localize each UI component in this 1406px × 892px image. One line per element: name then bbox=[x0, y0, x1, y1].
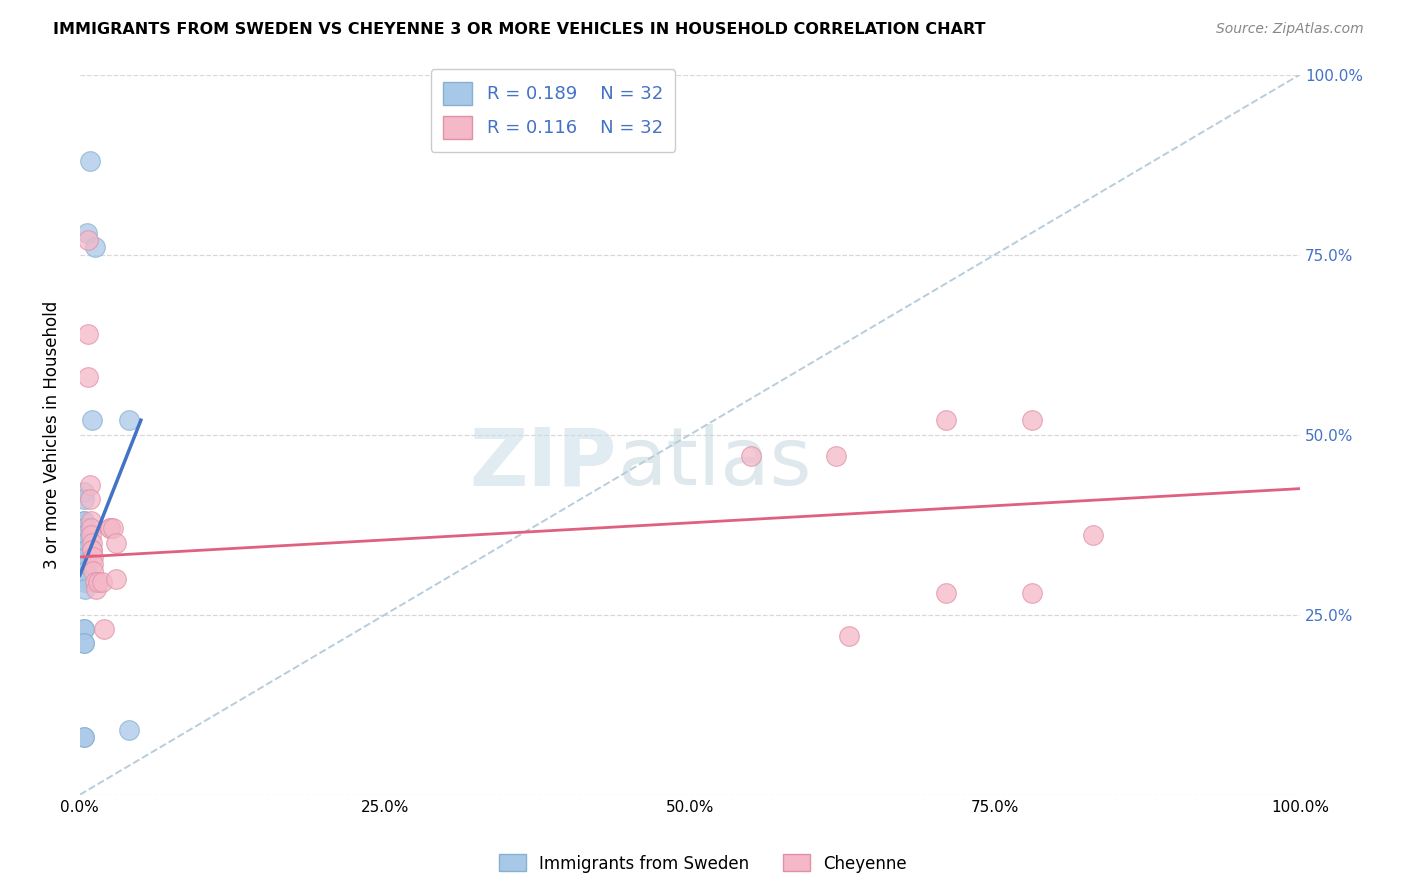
Point bbox=[75, 549, 97, 564]
Point bbox=[80, 535, 103, 549]
Point bbox=[79, 478, 101, 492]
Point bbox=[73, 528, 96, 542]
Legend: R = 0.189    N = 32, R = 0.116    N = 32: R = 0.189 N = 32, R = 0.116 N = 32 bbox=[430, 70, 675, 152]
Point bbox=[77, 370, 100, 384]
Point bbox=[80, 528, 103, 542]
Point bbox=[90, 575, 112, 590]
Point bbox=[72, 636, 94, 650]
Point bbox=[118, 413, 141, 427]
Point bbox=[73, 528, 96, 542]
Point bbox=[935, 586, 957, 600]
Point bbox=[73, 535, 96, 549]
Point bbox=[105, 572, 128, 586]
Point bbox=[935, 413, 957, 427]
Point bbox=[101, 521, 124, 535]
Point bbox=[72, 485, 94, 500]
Point bbox=[72, 636, 94, 650]
Point bbox=[105, 535, 128, 549]
Text: ZIP: ZIP bbox=[470, 425, 617, 502]
Point bbox=[72, 622, 94, 636]
Point bbox=[825, 449, 848, 463]
Point bbox=[82, 565, 104, 579]
Point bbox=[72, 514, 94, 528]
Point bbox=[73, 521, 96, 535]
Point bbox=[100, 521, 122, 535]
Point bbox=[740, 449, 762, 463]
Text: IMMIGRANTS FROM SWEDEN VS CHEYENNE 3 OR MORE VEHICLES IN HOUSEHOLD CORRELATION C: IMMIGRANTS FROM SWEDEN VS CHEYENNE 3 OR … bbox=[53, 22, 986, 37]
Point bbox=[80, 413, 103, 427]
Text: Source: ZipAtlas.com: Source: ZipAtlas.com bbox=[1216, 22, 1364, 37]
Point bbox=[77, 326, 100, 341]
Point bbox=[83, 575, 105, 590]
Point bbox=[87, 575, 110, 590]
Point bbox=[77, 233, 100, 247]
Point bbox=[1021, 413, 1043, 427]
Point bbox=[72, 730, 94, 744]
Point bbox=[82, 549, 104, 564]
Point bbox=[83, 240, 105, 254]
Point bbox=[75, 542, 97, 557]
Y-axis label: 3 or more Vehicles in Household: 3 or more Vehicles in Household bbox=[44, 301, 60, 569]
Point bbox=[76, 226, 98, 240]
Point bbox=[75, 565, 97, 579]
Point bbox=[84, 582, 107, 597]
Point bbox=[72, 514, 94, 528]
Point bbox=[75, 572, 97, 586]
Point bbox=[80, 514, 103, 528]
Point bbox=[72, 521, 94, 535]
Point bbox=[73, 582, 96, 597]
Point bbox=[82, 558, 104, 572]
Point bbox=[80, 521, 103, 535]
Point bbox=[80, 542, 103, 557]
Point bbox=[72, 622, 94, 636]
Legend: Immigrants from Sweden, Cheyenne: Immigrants from Sweden, Cheyenne bbox=[492, 847, 914, 880]
Point bbox=[80, 542, 103, 557]
Point bbox=[93, 622, 115, 636]
Point bbox=[79, 153, 101, 168]
Point bbox=[838, 629, 860, 643]
Point bbox=[72, 730, 94, 744]
Point bbox=[118, 723, 141, 737]
Point bbox=[73, 535, 96, 549]
Point bbox=[72, 492, 94, 507]
Point bbox=[75, 558, 97, 572]
Text: atlas: atlas bbox=[617, 425, 811, 502]
Point bbox=[75, 565, 97, 579]
Point bbox=[1081, 528, 1104, 542]
Point bbox=[73, 575, 96, 590]
Point bbox=[79, 492, 101, 507]
Point bbox=[75, 542, 97, 557]
Point bbox=[75, 549, 97, 564]
Point bbox=[1021, 586, 1043, 600]
Point bbox=[100, 521, 122, 535]
